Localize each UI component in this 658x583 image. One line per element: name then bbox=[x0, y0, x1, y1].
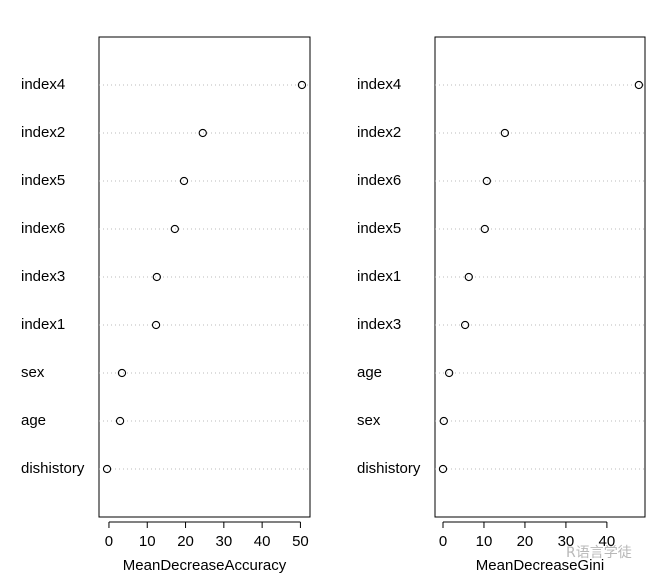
x-tick-label: 50 bbox=[292, 533, 309, 550]
category-label: index4 bbox=[21, 76, 65, 93]
category-label: index1 bbox=[357, 268, 401, 285]
category-label: dishistory bbox=[21, 460, 85, 477]
x-tick-label: 10 bbox=[476, 533, 493, 550]
category-label: index3 bbox=[21, 268, 65, 285]
x-tick-label: 10 bbox=[139, 533, 156, 550]
category-label: index5 bbox=[21, 172, 65, 189]
x-tick-label: 0 bbox=[105, 533, 113, 550]
watermark: R语言学徒 bbox=[566, 545, 632, 561]
dot bbox=[179, 176, 189, 186]
x-tick-label: 20 bbox=[177, 533, 194, 550]
dot bbox=[464, 272, 473, 282]
dot bbox=[438, 464, 448, 474]
category-label: index5 bbox=[357, 220, 401, 237]
category-label: dishistory bbox=[357, 460, 421, 477]
category-label: index4 bbox=[357, 76, 401, 93]
category-label: sex bbox=[21, 364, 45, 381]
dot bbox=[439, 416, 448, 426]
dot bbox=[482, 176, 491, 186]
dot bbox=[170, 224, 179, 234]
dot bbox=[152, 272, 161, 282]
dot bbox=[634, 80, 644, 90]
plot-box bbox=[98, 36, 311, 518]
category-label: age bbox=[21, 412, 46, 429]
dot bbox=[117, 368, 127, 378]
dot bbox=[460, 320, 470, 330]
category-label: index6 bbox=[357, 172, 401, 189]
category-label: index2 bbox=[21, 124, 65, 141]
x-tick-label: 20 bbox=[517, 533, 534, 550]
x-axis-title: MeanDecreaseAccuracy bbox=[123, 557, 287, 574]
dot bbox=[480, 224, 489, 234]
category-label: index2 bbox=[357, 124, 401, 141]
x-tick-label: 30 bbox=[215, 533, 232, 550]
dot bbox=[297, 80, 307, 90]
dot bbox=[115, 416, 125, 426]
x-tick-label: 40 bbox=[599, 533, 616, 550]
x-axis-title: MeanDecreaseGini bbox=[476, 557, 604, 574]
category-label: index6 bbox=[21, 220, 65, 237]
x-tick-label: 40 bbox=[254, 533, 271, 550]
category-label: age bbox=[357, 364, 382, 381]
x-tick-label: 30 bbox=[558, 533, 575, 550]
x-tick-label: 0 bbox=[439, 533, 447, 550]
dot bbox=[444, 368, 454, 378]
dot bbox=[198, 128, 207, 138]
category-label: index3 bbox=[357, 316, 401, 333]
dot bbox=[102, 464, 112, 474]
category-label: sex bbox=[357, 412, 381, 429]
category-label: index1 bbox=[21, 316, 65, 333]
dot bbox=[500, 128, 510, 138]
dot bbox=[151, 320, 161, 330]
